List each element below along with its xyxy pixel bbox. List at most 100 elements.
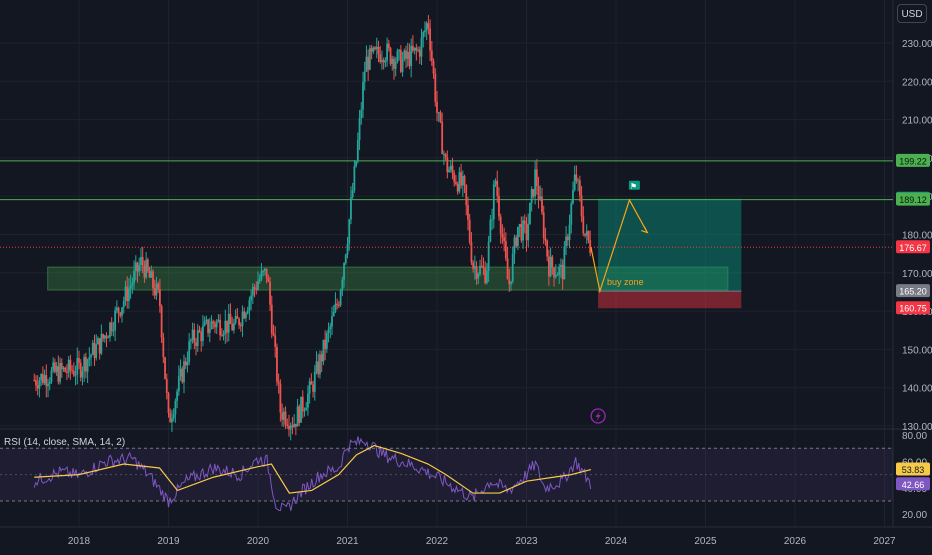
candle-body (406, 51, 409, 59)
candle-body (516, 226, 519, 247)
candle-body (67, 359, 70, 373)
candle-body (320, 354, 323, 362)
candle-body (138, 265, 141, 272)
candle-body (410, 45, 413, 67)
candle-body (570, 203, 573, 225)
candle-body (98, 338, 101, 354)
candle-body (546, 240, 549, 257)
candle-body (146, 259, 149, 271)
candle-body (539, 196, 542, 200)
candle-body (535, 169, 538, 187)
rsi-indicator-label[interactable]: RSI (14, close, SMA, 14, 2) (4, 437, 126, 448)
candle-body (527, 224, 530, 241)
candle-body (284, 411, 287, 425)
candle-body (365, 56, 368, 72)
candle-body (224, 320, 227, 334)
candle-body (504, 241, 507, 259)
candle-body (258, 279, 261, 282)
candle-body (498, 195, 500, 217)
candle-body (405, 50, 407, 59)
candle-body (186, 361, 189, 366)
candle-body (57, 366, 60, 382)
candle-body (45, 375, 48, 387)
candle-body (184, 361, 187, 366)
currency-button[interactable]: USD (897, 4, 927, 23)
candle-body (152, 271, 154, 289)
candle-body (119, 312, 122, 316)
candle-body (298, 406, 301, 423)
candle-body (393, 58, 395, 69)
candle-body (188, 341, 191, 362)
candle-body (312, 384, 314, 392)
price-candles (33, 15, 592, 441)
candle-body (43, 375, 46, 384)
price-tick-label: 150.00 (902, 345, 932, 356)
events-icon-ring (590, 408, 606, 424)
candle-body (245, 313, 247, 319)
candle-body (76, 358, 79, 375)
candle-body (408, 51, 411, 67)
candle-body (549, 256, 552, 277)
candle-body (83, 356, 86, 371)
candle-body (363, 71, 366, 83)
candle-body (577, 180, 580, 182)
candle-body (436, 101, 438, 113)
candle-body (525, 223, 528, 241)
candle-body (107, 337, 110, 339)
candle-body (133, 270, 135, 284)
candle-body (153, 288, 156, 296)
candle-body (90, 354, 92, 358)
candle-body (437, 112, 440, 114)
candle-body (429, 28, 432, 51)
candle-body (529, 202, 531, 225)
candle-body (131, 283, 134, 286)
candle-body (329, 326, 332, 329)
level-badge-bg (896, 153, 930, 167)
candle-body (511, 253, 514, 282)
candle-body (140, 257, 142, 266)
candle-body (484, 268, 487, 284)
candle-body (35, 380, 37, 386)
candle-body (439, 112, 442, 122)
candle-body (277, 381, 280, 384)
candle-body (157, 283, 160, 290)
candle-body (501, 233, 504, 238)
candle-body (310, 381, 313, 385)
candle-body (394, 61, 397, 69)
candle-body (334, 303, 337, 312)
candle-body (389, 48, 392, 64)
candle-body (566, 236, 569, 241)
candle-body (95, 344, 98, 358)
level-badge: 199.22 (899, 156, 927, 166)
candle-body (324, 339, 327, 349)
candle-body (124, 286, 127, 301)
candle-body (112, 330, 115, 332)
candle-body (301, 396, 304, 412)
candle-body (518, 224, 521, 227)
candle-body (169, 412, 172, 423)
candle-body (66, 372, 68, 374)
candle-body (465, 184, 468, 206)
candle-body (291, 425, 294, 427)
candle-body (203, 321, 206, 326)
candle-body (220, 335, 223, 337)
time-tick-label: 2020 (247, 536, 270, 547)
candle-body (556, 274, 559, 276)
stop-badge: 160.75 (899, 304, 927, 314)
candle-body (305, 407, 308, 411)
candle-body (78, 358, 80, 363)
candle-body (202, 325, 204, 342)
candle-body (100, 334, 103, 354)
candle-body (212, 321, 215, 324)
candle-body (417, 49, 419, 51)
candle-body (36, 385, 39, 389)
candle-body (91, 342, 94, 355)
candle-body (281, 412, 283, 420)
candle-body (238, 318, 240, 326)
candle-body (189, 339, 192, 342)
candle-body (368, 48, 371, 70)
price-tick-label: 220.00 (902, 77, 932, 88)
candle-body (272, 333, 275, 336)
